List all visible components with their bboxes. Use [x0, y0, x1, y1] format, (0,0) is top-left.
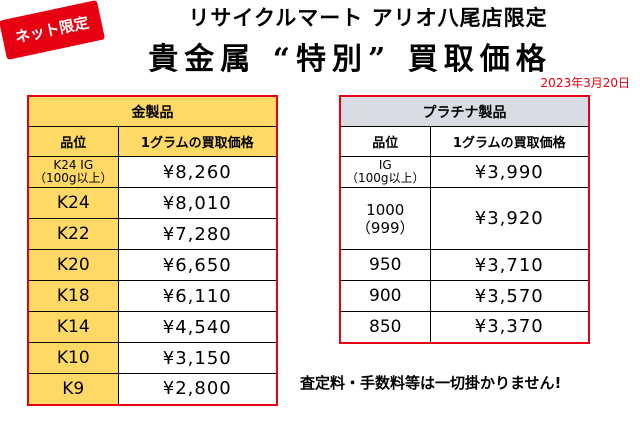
- table-row: K9 ¥2,800: [27, 373, 278, 405]
- gold-table-title-row: 金製品: [27, 95, 278, 127]
- grade-sub-label: （100g以上）: [345, 171, 425, 185]
- platinum-price-table: プラチナ製品 品位 1グラムの買取価格 IG （100g以上） ¥3,990 1…: [339, 95, 590, 344]
- grade-cell: K22: [27, 218, 119, 250]
- price-cell: ¥3,370: [429, 311, 590, 343]
- price-cell: ¥3,990: [429, 156, 590, 188]
- grade-cell: 1000 （999）: [339, 187, 431, 250]
- price-cell: ¥3,150: [117, 342, 278, 374]
- grade-cell: K24: [27, 187, 119, 219]
- price-cell: ¥2,800: [117, 373, 278, 405]
- table-row: K24 ¥8,010: [27, 187, 278, 219]
- gold-table-title: 金製品: [27, 95, 278, 127]
- grade-cell: IG （100g以上）: [339, 156, 431, 188]
- date-label: 2023年3月20日: [540, 76, 630, 90]
- table-row: K24 IG （100g以上） ¥8,260: [27, 156, 278, 188]
- grade-cell: K10: [27, 342, 119, 374]
- price-cell: ¥6,110: [117, 280, 278, 312]
- table-row: K10 ¥3,150: [27, 342, 278, 374]
- table-row: 950 ¥3,710: [339, 249, 590, 281]
- platinum-table-title: プラチナ製品: [339, 95, 590, 127]
- grade-cell: K20: [27, 249, 119, 281]
- price-cell: ¥6,650: [117, 249, 278, 281]
- price-cell: ¥3,920: [429, 187, 590, 250]
- price-cell: ¥8,260: [117, 156, 278, 188]
- gold-price-table: 金製品 品位 1グラムの買取価格 K24 IG （100g以上） ¥8,260 …: [27, 95, 278, 406]
- table-row: IG （100g以上） ¥3,990: [339, 156, 590, 188]
- grade-cell: 900: [339, 280, 431, 312]
- grade-cell: K18: [27, 280, 119, 312]
- price-cell: ¥7,280: [117, 218, 278, 250]
- no-fee-notice: 査定料・手数料等は一切掛かりません!: [300, 374, 562, 392]
- table-row: 850 ¥3,370: [339, 311, 590, 343]
- grade-label: K24 IG: [53, 158, 94, 172]
- platinum-table-title-row: プラチナ製品: [339, 95, 590, 127]
- platinum-col-price: 1グラムの買取価格: [429, 126, 590, 157]
- page-title: 貴金属 “特別” 買取価格: [148, 42, 552, 77]
- price-cell: ¥3,570: [429, 280, 590, 312]
- grade-cell: K14: [27, 311, 119, 343]
- grade-sub-label: （999）: [355, 218, 415, 237]
- gold-col-grade: 品位: [27, 126, 119, 157]
- price-cell: ¥3,710: [429, 249, 590, 281]
- table-row: K20 ¥6,650: [27, 249, 278, 281]
- grade-cell: 850: [339, 311, 431, 343]
- table-row: K22 ¥7,280: [27, 218, 278, 250]
- price-cell: ¥4,540: [117, 311, 278, 343]
- grade-sub-label: （100g以上）: [33, 171, 113, 185]
- table-row: K14 ¥4,540: [27, 311, 278, 343]
- gold-col-price: 1グラムの買取価格: [117, 126, 278, 157]
- store-name: リサイクルマート アリオ八尾店限定: [188, 6, 548, 30]
- price-cell: ¥8,010: [117, 187, 278, 219]
- grade-cell: K9: [27, 373, 119, 405]
- grade-cell: 950: [339, 249, 431, 281]
- gold-table-header-row: 品位 1グラムの買取価格: [27, 126, 278, 157]
- grade-label: IG: [378, 158, 392, 172]
- table-row: 900 ¥3,570: [339, 280, 590, 312]
- grade-label: 1000: [366, 200, 405, 219]
- platinum-col-grade: 品位: [339, 126, 431, 157]
- table-row: K18 ¥6,110: [27, 280, 278, 312]
- table-row: 1000 （999） ¥3,920: [339, 187, 590, 250]
- grade-cell: K24 IG （100g以上）: [27, 156, 119, 188]
- platinum-table-header-row: 品位 1グラムの買取価格: [339, 126, 590, 157]
